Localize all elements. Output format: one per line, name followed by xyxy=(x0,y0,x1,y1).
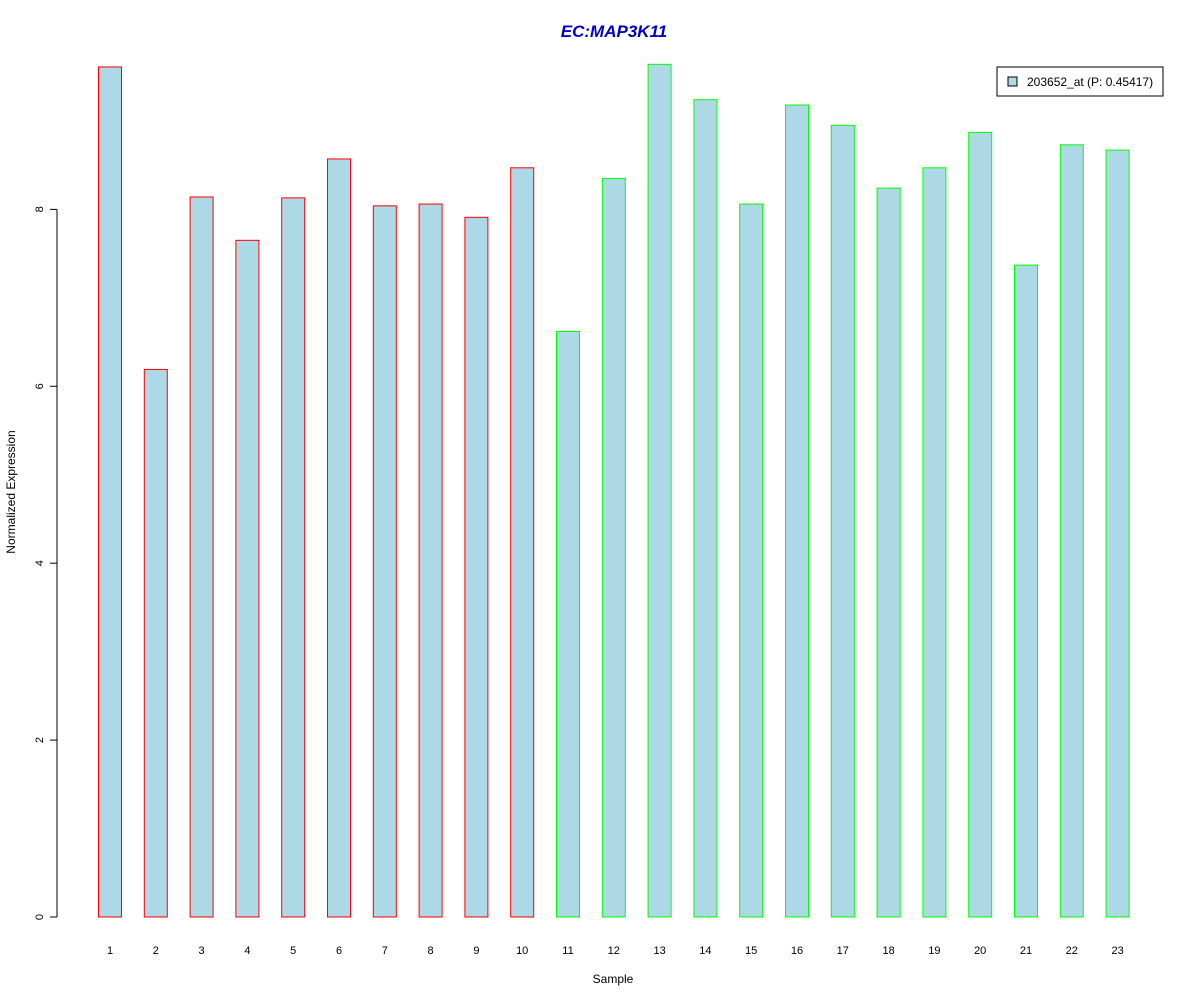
x-tick-label: 6 xyxy=(336,945,342,957)
bar-sample-20 xyxy=(968,131,993,918)
bar-sample-13 xyxy=(647,63,672,918)
x-tick-label: 7 xyxy=(382,945,388,957)
y-axis-label: Normalized Expression xyxy=(4,430,18,553)
bar-sample-4 xyxy=(235,239,260,918)
x-tick-label: 2 xyxy=(153,945,159,957)
y-tick-label: 6 xyxy=(34,383,46,389)
legend-box xyxy=(996,66,1164,97)
x-tick-label: 4 xyxy=(244,945,250,957)
bar-sample-16 xyxy=(785,104,809,918)
bar-sample-5 xyxy=(281,197,306,918)
y-tick-label: 2 xyxy=(34,737,46,743)
x-tick-label: 22 xyxy=(1066,945,1078,957)
x-tick-label: 10 xyxy=(516,945,528,957)
bar-sample-3 xyxy=(189,196,214,918)
bar-sample-10 xyxy=(510,167,535,918)
x-tick-label: 17 xyxy=(837,945,849,957)
x-tick-label: 16 xyxy=(791,945,803,957)
bar-sample-11 xyxy=(556,330,580,918)
bar-sample-17 xyxy=(830,124,855,918)
x-tick-label: 21 xyxy=(1020,945,1032,957)
x-tick-label: 3 xyxy=(199,945,205,957)
bar-sample-6 xyxy=(327,158,351,918)
x-tick-label: 1 xyxy=(107,945,113,957)
x-axis-label: Sample xyxy=(593,972,634,986)
x-tick-label: 11 xyxy=(562,945,573,957)
y-tick-label: 0 xyxy=(34,914,46,920)
bar-sample-21 xyxy=(1014,264,1038,918)
chart-title: EC:MAP3K11 xyxy=(561,22,667,41)
bars xyxy=(98,63,1130,918)
x-tick-label: 20 xyxy=(974,945,986,957)
x-axis-tick-labels: 1 2 3 4 5 6 7 8 9 10 11 12 13 14 15 16 17 18 19 20 21 22 23 xyxy=(107,945,1124,957)
x-tick-label: 5 xyxy=(290,945,296,957)
bar-sample-12 xyxy=(601,177,626,918)
y-axis: 0 2 4 6 8 xyxy=(34,206,58,920)
x-tick-label: 13 xyxy=(653,945,665,957)
x-tick-label: 23 xyxy=(1111,945,1123,957)
x-tick-label: 9 xyxy=(473,945,479,957)
bar-sample-15 xyxy=(739,203,764,918)
x-tick-label: 8 xyxy=(428,945,434,957)
bar-sample-7 xyxy=(372,205,397,918)
legend: 203652_at (P: 0.45417) xyxy=(996,66,1164,97)
bar-sample-1 xyxy=(98,66,122,918)
bar-sample-23 xyxy=(1105,149,1130,918)
legend-entry: 203652_at (P: 0.45417) xyxy=(1027,75,1153,89)
bar-sample-8 xyxy=(418,203,443,918)
x-tick-label: 18 xyxy=(882,945,894,957)
bar-sample-2 xyxy=(143,368,168,918)
bar-sample-14 xyxy=(693,99,718,918)
x-tick-label: 19 xyxy=(928,945,940,957)
bar-sample-18 xyxy=(876,187,901,918)
x-tick-label: 14 xyxy=(699,945,711,957)
bar-sample-19 xyxy=(922,167,947,918)
y-tick-label: 8 xyxy=(34,206,46,212)
legend-swatch xyxy=(1007,76,1018,87)
x-tick-label: 12 xyxy=(608,945,620,957)
bar-sample-9 xyxy=(464,216,489,918)
x-tick-label: 15 xyxy=(745,945,757,957)
bar-sample-22 xyxy=(1059,144,1084,918)
y-tick-label: 4 xyxy=(34,560,46,566)
